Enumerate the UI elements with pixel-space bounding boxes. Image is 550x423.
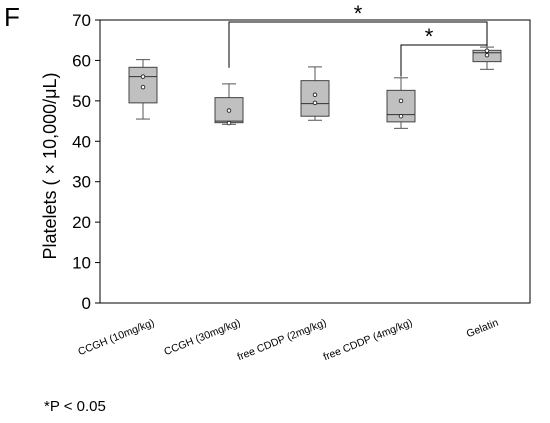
significance-bracket-2: *: [400, 24, 488, 77]
x-tick-label: free CDDP (2mg/kg): [236, 317, 329, 364]
box-5: [472, 46, 502, 70]
y-tick-label: 50: [72, 92, 91, 111]
box-3: [300, 66, 330, 121]
y-tick-label: 10: [72, 254, 91, 273]
y-tick-label: 30: [72, 173, 91, 192]
data-point: [312, 100, 318, 106]
y-axis-label: Platelets ( × 10,000/μL): [40, 73, 60, 260]
box-1: [128, 59, 158, 120]
box-2: [214, 83, 244, 126]
footnote: *P < 0.05: [44, 398, 106, 415]
data-point: [140, 74, 146, 79]
y-tick-label: 0: [82, 294, 91, 313]
plot-border: [99, 19, 531, 304]
x-tick-label: CCGH (10mg/kg): [76, 317, 156, 359]
x-tick-label: Gelatin: [465, 317, 500, 341]
x-axis-tick-labels: CCGH (10mg/kg) CCGH (30mg/kg)free CDDP (2…: [76, 317, 500, 364]
data-point: [484, 48, 490, 53]
significance-star: *: [354, 1, 363, 26]
plot-frame: [99, 19, 531, 304]
y-tick-label: 20: [72, 213, 91, 232]
y-tick-label: 40: [72, 132, 91, 151]
y-tick-label: 70: [72, 11, 91, 30]
y-axis-ticks: 0 10 20 30 40 50 60 70: [72, 11, 100, 313]
bracket-line: [228, 21, 488, 68]
data-point: [140, 84, 146, 90]
data-point: [226, 120, 232, 126]
x-tick-label: free CDDP (4mg/kg): [322, 317, 415, 364]
box-body: [300, 80, 330, 117]
data-point: [398, 113, 404, 119]
significance-star: *: [425, 24, 434, 49]
data-point: [398, 98, 404, 104]
y-tick-label: 60: [72, 51, 91, 70]
panel-label: F: [4, 2, 20, 32]
significance-bracket-1: *: [228, 1, 488, 68]
y-axis-label-group: Platelets ( × 10,000/μL): [40, 73, 60, 260]
data-point: [226, 108, 232, 113]
box-series: [128, 46, 502, 129]
bracket-line: [400, 44, 488, 77]
box-4: [386, 77, 416, 129]
x-tick-label: CCGH (30mg/kg): [162, 317, 242, 359]
data-point: [484, 52, 490, 58]
significance-brackets: **: [228, 1, 488, 77]
data-point: [312, 92, 318, 98]
